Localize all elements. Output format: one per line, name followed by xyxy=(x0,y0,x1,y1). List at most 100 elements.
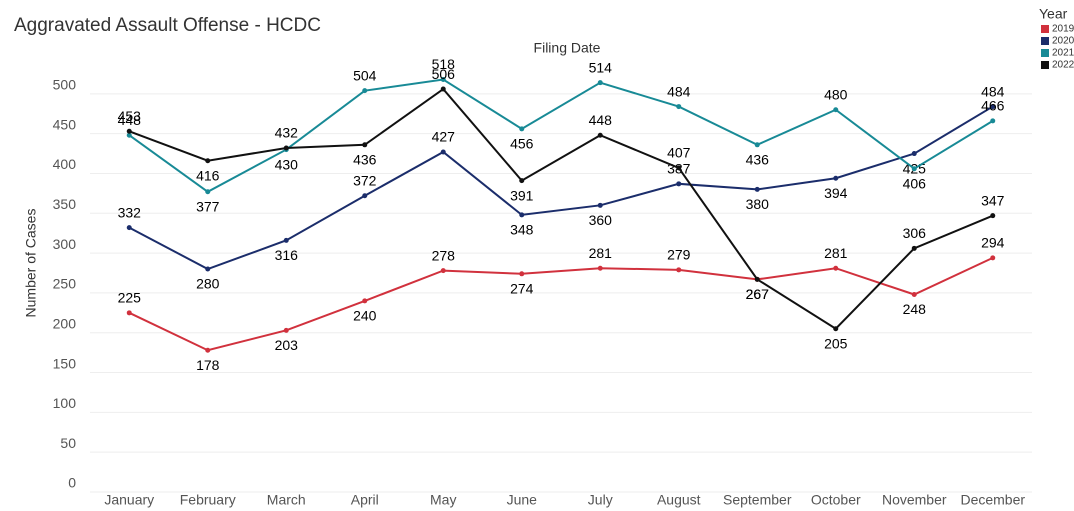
legend-swatch xyxy=(1041,37,1049,45)
data-label: 332 xyxy=(118,204,142,220)
data-point xyxy=(833,265,839,271)
data-label: 456 xyxy=(510,136,534,152)
legend-label: 2022 xyxy=(1052,60,1074,71)
data-label: 274 xyxy=(510,281,534,297)
data-point xyxy=(833,175,839,181)
data-point xyxy=(283,145,289,151)
data-point xyxy=(754,276,760,282)
data-label: 448 xyxy=(589,112,613,128)
data-point xyxy=(519,271,525,277)
data-point xyxy=(519,212,525,218)
x-tick-label: July xyxy=(588,492,613,508)
data-label: 347 xyxy=(981,192,1005,208)
x-tick-label: June xyxy=(507,492,538,508)
series-line xyxy=(128,87,994,331)
legend-label: 2020 xyxy=(1052,36,1074,47)
y-axis-title: Number of Cases xyxy=(23,209,39,318)
data-label: 407 xyxy=(667,145,691,161)
data-label: 225 xyxy=(118,290,142,306)
x-tick-label: September xyxy=(723,492,792,508)
x-tick-label: October xyxy=(811,492,861,508)
data-label: 504 xyxy=(353,67,377,83)
data-label: 380 xyxy=(746,196,770,212)
data-point xyxy=(519,126,525,132)
data-label: 436 xyxy=(353,152,377,168)
data-label: 416 xyxy=(196,167,220,183)
data-point xyxy=(205,158,211,164)
data-point xyxy=(283,327,289,333)
data-label: 248 xyxy=(903,301,927,317)
legend-swatch xyxy=(1041,49,1049,57)
data-point xyxy=(440,268,446,274)
data-point xyxy=(911,245,917,251)
x-tick-label: May xyxy=(430,492,456,508)
x-tick-label: March xyxy=(267,492,306,508)
legend-swatch xyxy=(1041,61,1049,69)
legend-label: 2019 xyxy=(1052,24,1074,35)
data-label: 427 xyxy=(432,129,456,145)
x-tick-label: August xyxy=(657,492,701,508)
data-point xyxy=(440,77,446,83)
data-label: 372 xyxy=(353,172,377,188)
data-point xyxy=(362,193,368,199)
data-point xyxy=(126,225,132,231)
data-label: 316 xyxy=(275,247,299,263)
data-point xyxy=(911,151,917,157)
data-point xyxy=(833,326,839,332)
data-point xyxy=(676,267,682,273)
data-point xyxy=(990,104,996,110)
x-tick-label: April xyxy=(351,492,379,508)
data-point xyxy=(833,107,839,113)
data-point xyxy=(911,292,917,298)
y-tick-label: 350 xyxy=(53,196,77,212)
data-label: 240 xyxy=(353,308,377,324)
y-tick-label: 250 xyxy=(53,276,77,292)
data-label: 436 xyxy=(746,152,770,168)
data-point xyxy=(283,237,289,243)
y-tick-label: 150 xyxy=(53,355,77,371)
data-point xyxy=(126,310,132,316)
data-label: 377 xyxy=(196,198,220,214)
data-point xyxy=(676,165,682,171)
series-line xyxy=(128,78,994,193)
data-label: 430 xyxy=(275,156,299,172)
data-point xyxy=(362,142,368,148)
series-line xyxy=(128,256,994,352)
data-point xyxy=(440,149,446,155)
data-label: 205 xyxy=(824,335,848,351)
data-point xyxy=(990,213,996,219)
data-point xyxy=(911,166,917,172)
data-point xyxy=(126,132,132,138)
data-label: 466 xyxy=(981,98,1005,114)
data-label: 514 xyxy=(589,59,613,75)
x-axis-title: Filing Date xyxy=(534,40,601,56)
data-label: 484 xyxy=(981,83,1005,99)
data-label: 448 xyxy=(118,112,142,128)
data-point xyxy=(990,255,996,261)
data-label: 280 xyxy=(196,276,220,292)
data-point xyxy=(519,178,525,184)
x-tick-label: January xyxy=(104,492,154,508)
data-point xyxy=(754,142,760,148)
data-label: 518 xyxy=(432,56,456,72)
y-tick-label: 450 xyxy=(53,116,77,132)
y-tick-label: 200 xyxy=(53,315,77,331)
x-tick-label: December xyxy=(960,492,1025,508)
data-point xyxy=(205,347,211,353)
data-label: 391 xyxy=(510,187,534,203)
data-point xyxy=(676,181,682,187)
y-tick-label: 0 xyxy=(68,475,76,491)
data-point xyxy=(362,298,368,304)
data-point xyxy=(440,86,446,92)
legend-swatch xyxy=(1041,25,1049,33)
data-point xyxy=(676,104,682,110)
data-label: 394 xyxy=(824,185,848,201)
legend-title: Year xyxy=(1039,6,1068,22)
y-tick-label: 500 xyxy=(53,77,77,93)
data-point xyxy=(205,189,211,195)
data-point xyxy=(205,266,211,272)
data-label: 360 xyxy=(589,212,613,228)
chart-title: Aggravated Assault Offense - HCDC xyxy=(14,15,321,36)
y-tick-label: 300 xyxy=(53,236,77,252)
